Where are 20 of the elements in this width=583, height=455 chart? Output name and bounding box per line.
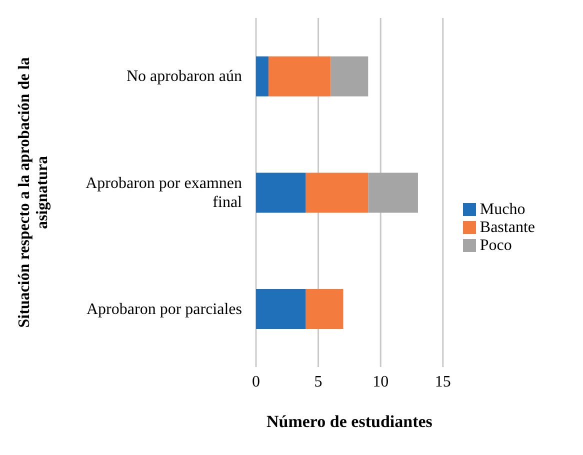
bar (306, 289, 344, 330)
bar (368, 172, 418, 213)
y-axis-title: Situación respecto a la aprobación de la asignatura (16, 57, 51, 328)
x-tick-label: 5 (314, 373, 322, 390)
y-tick-label: Aprobaron por parciales (86, 300, 242, 318)
legend-label: Poco (480, 236, 512, 254)
y-tick-label: No aprobaron aún (126, 68, 242, 85)
x-tick-label: 10 (372, 373, 389, 390)
legend-label: Bastante (480, 218, 535, 236)
bar (256, 56, 268, 96)
y-tick-label: Aprobaron por examnen final (86, 174, 243, 210)
bar (330, 56, 368, 96)
bar (256, 172, 306, 213)
bar (306, 172, 368, 213)
x-tick-label: 15 (434, 373, 451, 390)
bar (256, 289, 306, 330)
x-tick-label: 0 (252, 373, 260, 390)
x-axis-title: Número de estudiantes (266, 412, 433, 431)
legend-label: Mucho (480, 200, 526, 218)
bar (268, 56, 331, 96)
